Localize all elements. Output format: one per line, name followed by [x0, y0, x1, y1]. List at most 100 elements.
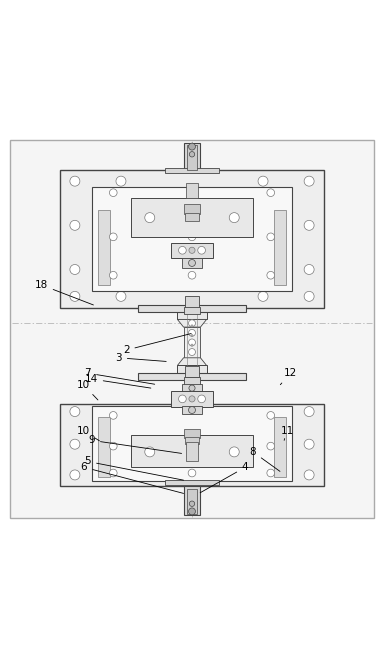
- Bar: [187, 145, 197, 170]
- Circle shape: [188, 442, 196, 450]
- Circle shape: [179, 247, 186, 254]
- Bar: [184, 327, 200, 358]
- Circle shape: [109, 233, 117, 241]
- Text: 9: 9: [88, 436, 182, 453]
- Circle shape: [188, 271, 196, 279]
- Bar: [186, 442, 198, 461]
- Circle shape: [191, 344, 193, 346]
- Bar: [177, 365, 207, 373]
- Text: 5: 5: [84, 457, 184, 480]
- Circle shape: [70, 176, 80, 186]
- Circle shape: [258, 407, 268, 417]
- Circle shape: [189, 151, 195, 157]
- Circle shape: [189, 247, 195, 253]
- Bar: [184, 377, 200, 385]
- Circle shape: [258, 265, 268, 274]
- Bar: [184, 429, 200, 438]
- Text: 11: 11: [280, 426, 294, 440]
- Circle shape: [189, 320, 195, 326]
- Bar: [274, 417, 286, 477]
- Bar: [131, 434, 253, 467]
- Circle shape: [229, 213, 239, 222]
- Bar: [182, 384, 202, 392]
- Circle shape: [258, 176, 268, 186]
- Circle shape: [304, 407, 314, 417]
- Bar: [185, 296, 199, 308]
- Circle shape: [189, 407, 195, 413]
- Bar: [165, 480, 219, 484]
- Text: 10: 10: [77, 380, 98, 400]
- Bar: [92, 406, 292, 481]
- Bar: [177, 311, 207, 319]
- Bar: [60, 170, 324, 308]
- Circle shape: [189, 385, 195, 392]
- Circle shape: [188, 233, 196, 241]
- Circle shape: [188, 469, 196, 477]
- Circle shape: [145, 447, 155, 457]
- Text: 3: 3: [115, 353, 166, 363]
- Bar: [138, 305, 246, 312]
- Circle shape: [179, 395, 186, 403]
- Circle shape: [304, 220, 314, 230]
- Circle shape: [229, 447, 239, 457]
- Circle shape: [191, 334, 193, 337]
- Circle shape: [304, 176, 314, 186]
- Circle shape: [109, 469, 117, 477]
- Bar: [92, 187, 292, 291]
- Bar: [165, 168, 219, 174]
- Circle shape: [267, 411, 275, 419]
- Circle shape: [116, 407, 126, 417]
- Circle shape: [70, 407, 80, 417]
- Bar: [138, 373, 246, 380]
- Circle shape: [189, 396, 195, 402]
- Bar: [131, 199, 253, 237]
- Bar: [187, 489, 197, 514]
- Circle shape: [70, 439, 80, 449]
- Bar: [171, 392, 213, 407]
- Text: 8: 8: [250, 447, 280, 471]
- Circle shape: [189, 508, 195, 515]
- Circle shape: [116, 265, 126, 274]
- Bar: [182, 406, 202, 415]
- Circle shape: [267, 271, 275, 279]
- Bar: [184, 307, 200, 315]
- Circle shape: [70, 265, 80, 274]
- Circle shape: [198, 247, 205, 254]
- Circle shape: [304, 470, 314, 480]
- Bar: [185, 438, 199, 444]
- Circle shape: [304, 291, 314, 301]
- Circle shape: [189, 143, 195, 150]
- Circle shape: [189, 330, 195, 336]
- Circle shape: [267, 233, 275, 241]
- Bar: [98, 210, 110, 285]
- Text: 2: 2: [123, 334, 191, 355]
- Bar: [98, 417, 110, 477]
- Circle shape: [70, 470, 80, 480]
- Text: 10: 10: [77, 426, 99, 441]
- Text: 18: 18: [35, 280, 93, 305]
- Circle shape: [267, 189, 275, 197]
- Circle shape: [258, 470, 268, 480]
- Circle shape: [116, 291, 126, 301]
- Circle shape: [189, 339, 195, 346]
- Text: 6: 6: [81, 462, 184, 494]
- Bar: [171, 243, 213, 258]
- Circle shape: [267, 469, 275, 477]
- Bar: [184, 486, 200, 515]
- Circle shape: [267, 442, 275, 450]
- Circle shape: [70, 220, 80, 230]
- Bar: [185, 367, 199, 377]
- Bar: [60, 404, 324, 486]
- Bar: [185, 213, 199, 222]
- Circle shape: [198, 395, 205, 403]
- Circle shape: [109, 271, 117, 279]
- Circle shape: [70, 291, 80, 301]
- Circle shape: [189, 349, 195, 355]
- Circle shape: [116, 470, 126, 480]
- Text: 4: 4: [200, 462, 248, 493]
- Text: 7: 7: [84, 368, 155, 384]
- Circle shape: [145, 213, 155, 222]
- Text: 14: 14: [84, 374, 151, 388]
- Bar: [186, 183, 198, 199]
- Bar: [274, 210, 286, 285]
